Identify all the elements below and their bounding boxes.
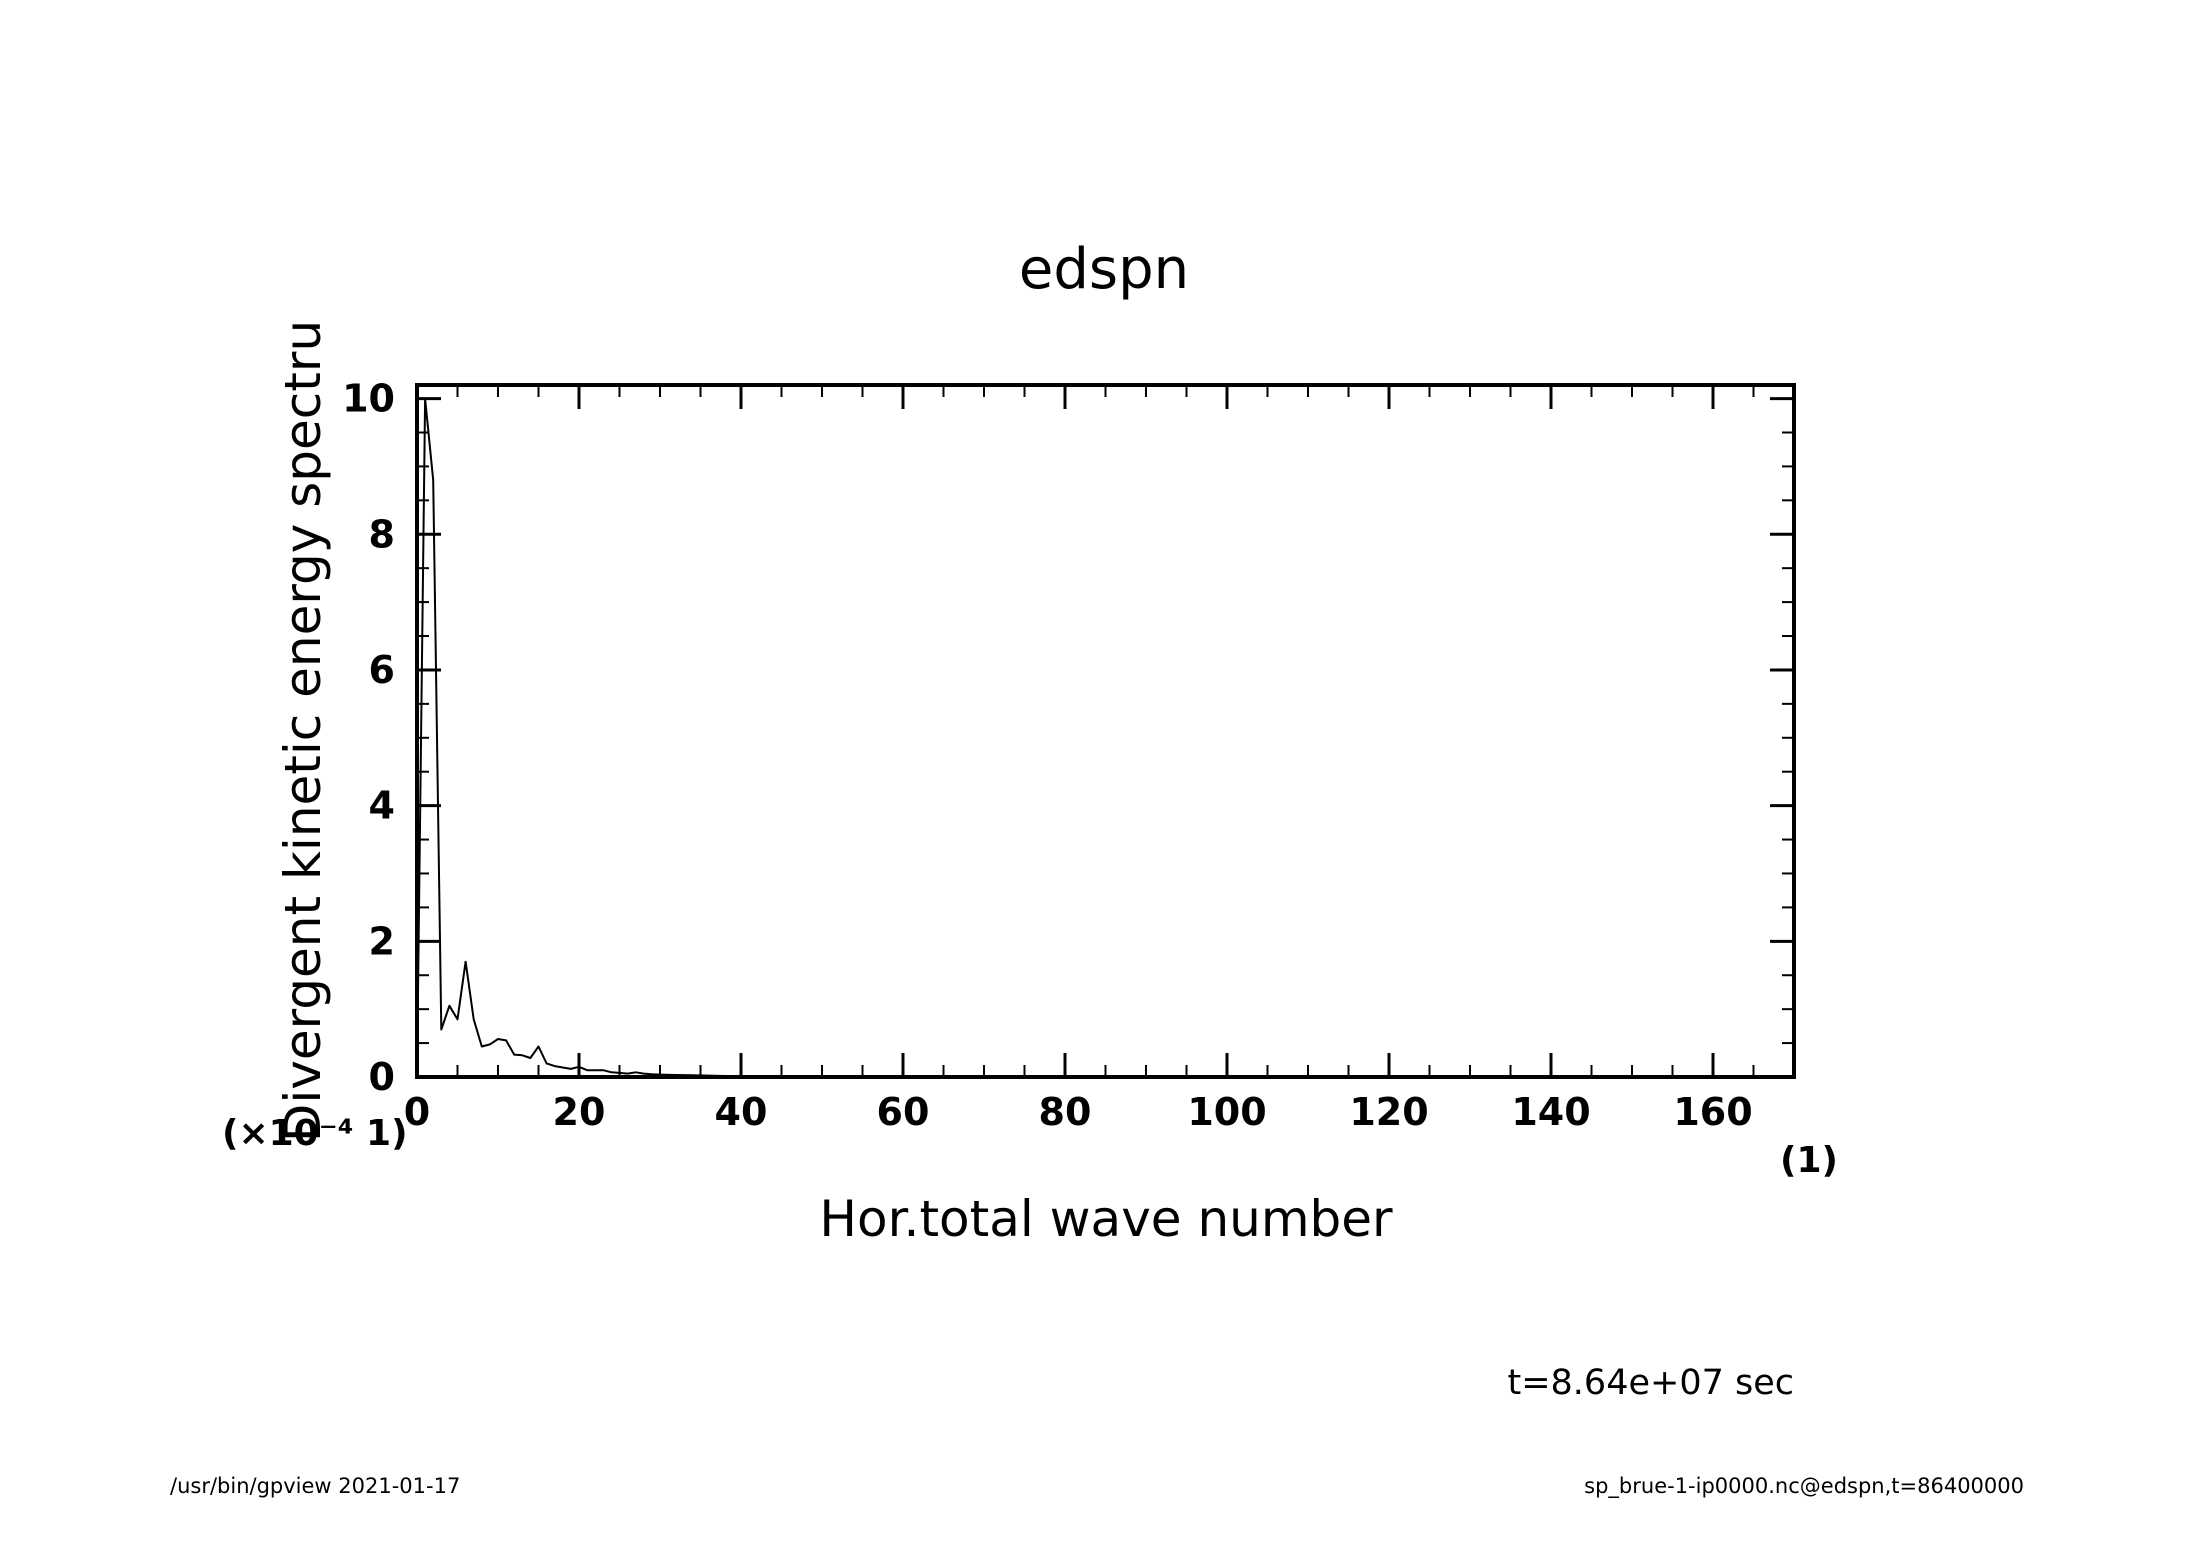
y-tick-label: 2 [369,919,395,963]
x-axis-tick-labels: 0 20 40 60 80 100 120 140 160 [404,1090,1753,1134]
x-axis-unit-label: (1) [1780,1140,1838,1181]
y-tick-label: 10 [342,377,395,421]
y-tick-label: 6 [369,648,395,692]
y-axis-scale-label: (×10⁻⁴ 1) [222,1113,408,1154]
x-tick-label: 100 [1187,1090,1266,1134]
x-tick-label: 60 [877,1090,930,1134]
x-tick-label: 20 [553,1090,606,1134]
footer-right-text: sp_brue-1-ip0000.nc@edspn,t=86400000 [1584,1474,2024,1499]
footer-left-text: /usr/bin/gpview 2021-01-17 [170,1474,460,1498]
plot-area: 0 20 40 60 80 100 120 140 160 0 2 4 6 8 10 [342,377,1796,1134]
x-axis-ticks [415,385,1795,1077]
y-tick-label: 4 [369,784,395,828]
x-axis-label: Hor.total wave number [819,1190,1393,1248]
chart-title: edspn [1019,237,1189,302]
plot-frame [415,383,1796,1079]
x-tick-label: 160 [1673,1090,1752,1134]
x-tick-label: 80 [1039,1090,1092,1134]
y-tick-label: 0 [369,1055,395,1099]
series-line [416,397,1794,1078]
y-axis-tick-labels: 0 2 4 6 8 10 [342,377,395,1099]
time-label: t=8.64e+07 sec [1507,1363,1794,1403]
x-tick-label: 140 [1511,1090,1590,1134]
x-tick-label: 0 [404,1090,430,1134]
series-group [416,397,1794,1078]
x-tick-label: 120 [1349,1090,1428,1134]
y-tick-label: 8 [369,512,395,556]
y-axis-ticks [417,397,1794,1079]
x-tick-label: 40 [715,1090,768,1134]
y-axis-label: Divergent kinetic energy spectru [274,320,332,1142]
